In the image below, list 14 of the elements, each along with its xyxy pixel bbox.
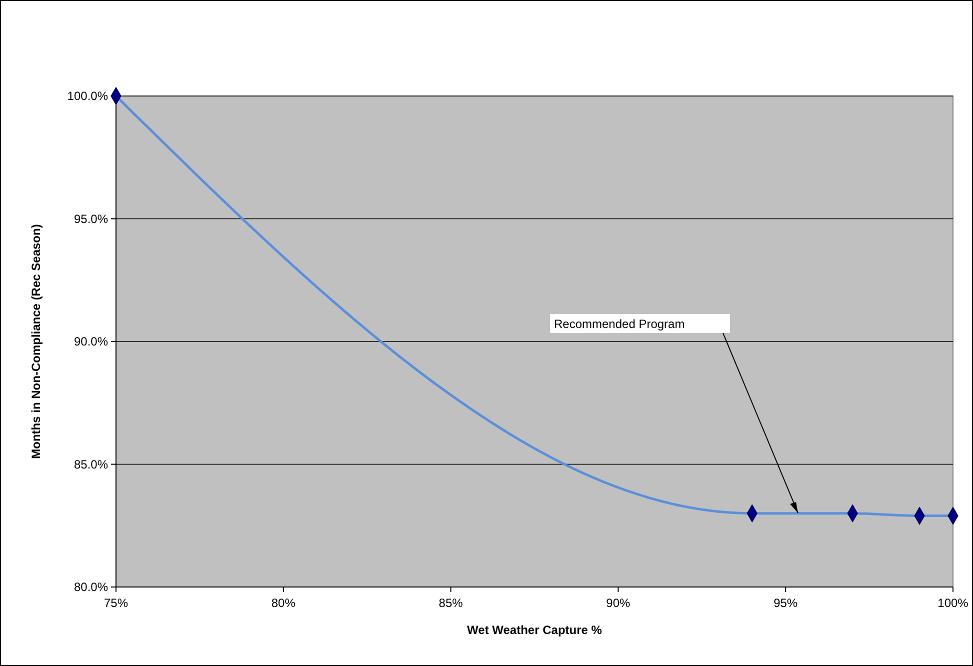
y-tick-label: 95.0% — [74, 212, 108, 226]
y-tick-label: 85.0% — [74, 457, 108, 472]
y-tick-label: 100.0% — [67, 89, 108, 104]
x-tick-label: 100% — [938, 596, 969, 610]
x-axis-title: Wet Weather Capture % — [467, 623, 602, 637]
y-axis-title: Months in Non-Compliance (Rec Season) — [29, 224, 43, 459]
x-tick-label: 90% — [606, 596, 631, 610]
annotation: Recommended Program — [554, 317, 685, 331]
y-tick-label: 90.0% — [74, 334, 108, 349]
x-tick-label: 80% — [271, 596, 296, 610]
x-tick-label: 75% — [104, 596, 128, 610]
x-tick-label: 85% — [438, 596, 464, 610]
x-tick-label: 95% — [774, 596, 798, 610]
y-tick-label: 80.0% — [74, 580, 108, 594]
